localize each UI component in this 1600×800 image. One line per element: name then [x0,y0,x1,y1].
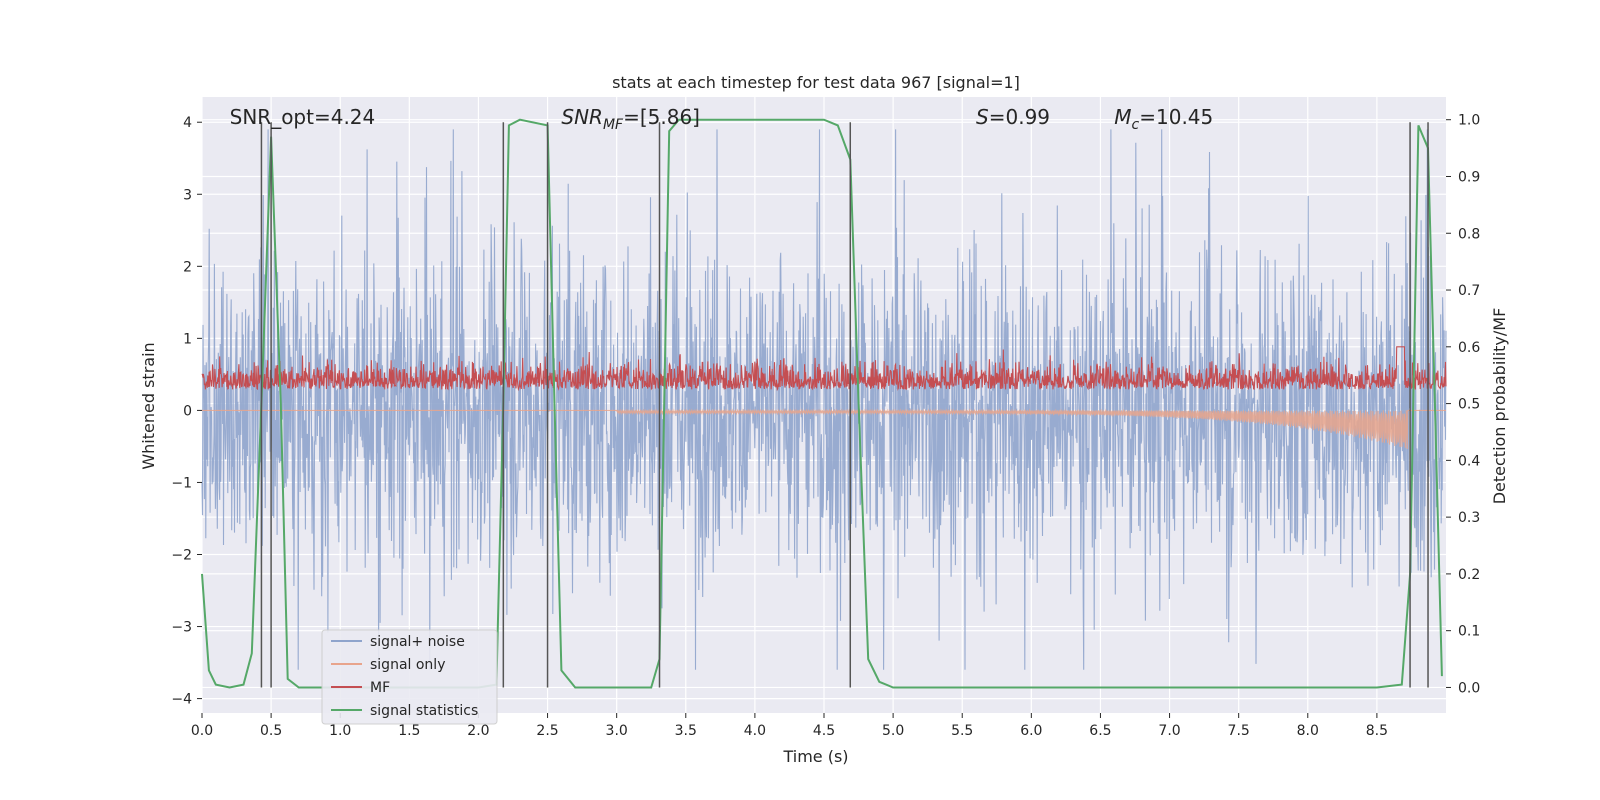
chart-title: stats at each timestep for test data 967… [612,73,1020,92]
axes: 0.0 0.5 1.0 1.5 2.0 2.5 3.0 3.5 4.0 4.5 5.0 5.5 6.0 6… [171,113,1480,739]
annotation-0: SNR_opt=4.24 [230,105,376,129]
series-signal-only-line [202,408,1446,450]
x-tick-label: 3.0 [606,723,628,739]
y-tick-label: −4 [171,692,192,708]
series-signal-noise-line [201,129,1447,670]
x-tick-label: 8.0 [1297,723,1319,739]
y-tick-label: 1 [183,331,192,347]
legend-box [321,629,498,725]
y-tick-label-right: 0.6 [1458,340,1480,356]
legend-label: MF [370,680,390,696]
x-tick-label: 5.0 [882,723,904,739]
series-layer [201,118,1447,689]
annotation-1: SNRMF=[5.86] [561,105,700,133]
y-tick-label-right: 0.9 [1458,169,1480,185]
x-tick-label: 7.5 [1228,723,1250,739]
x-tick-label: 3.5 [675,723,697,739]
y-tick-label: 0 [183,403,192,419]
x-tick-label: 6.0 [1020,723,1042,739]
x-tick-label: 0.5 [260,723,282,739]
legend-label: signal only [370,657,445,673]
y-tick-label-right: 0.8 [1458,226,1480,242]
annotation-s: S=0.99 [976,105,1050,129]
y-tick-label: 4 [183,115,192,131]
x-tick-label: 2.5 [536,723,558,739]
y-tick-label-right: 0.4 [1458,453,1480,469]
legend-label: signal statistics [370,703,478,719]
x-tick-label: 0.0 [191,723,213,739]
y-tick-label: −1 [171,475,192,491]
y-tick-label-right: 1.0 [1458,113,1480,129]
x-tick-label: 6.5 [1089,723,1111,739]
x-tick-label: 4.0 [744,723,766,739]
y-tick-label-right: 0.0 [1458,680,1480,696]
y-tick-label-right: 0.3 [1458,510,1480,526]
series-signal-statistics-line [201,118,1443,689]
y-tick-label-right: 0.7 [1458,283,1480,299]
annotations: SNR_opt=4.24 SNRMF=[5.86] S=0.99 Mc=10.45 [230,105,1214,133]
x-tick-label: 1.5 [398,723,420,739]
series-mf-line [201,346,1447,392]
y-tick-label: 3 [183,187,192,203]
y-tick-label-right: 0.2 [1458,567,1480,583]
y-tick-label: 2 [183,259,192,275]
x-tick-label: 8.5 [1366,723,1388,739]
y-tick-label-right: 0.5 [1458,397,1480,413]
x-tick-label: 5.5 [951,723,973,739]
x-tick-label: 1.0 [329,723,351,739]
x-tick-label: 7.0 [1158,723,1180,739]
legend-label: signal+ noise [370,634,465,650]
y-tick-label-right: 0.1 [1458,624,1480,640]
y-tick-label: −3 [171,620,192,636]
vertical-markers [260,122,1429,688]
y-tick-label: −2 [171,547,192,563]
y-axis-label: Whitened strain [139,342,158,469]
annotation-3: Mc=10.45 [1114,105,1213,133]
x-axis-label: Time (s) [782,747,848,766]
x-tick-label: 2.0 [467,723,489,739]
legend: signal+ noise signal only MF signal statist… [321,629,498,725]
x-tick-label: 4.5 [813,723,835,739]
y-axis-label-right: Detection probability/MF [1490,308,1509,505]
